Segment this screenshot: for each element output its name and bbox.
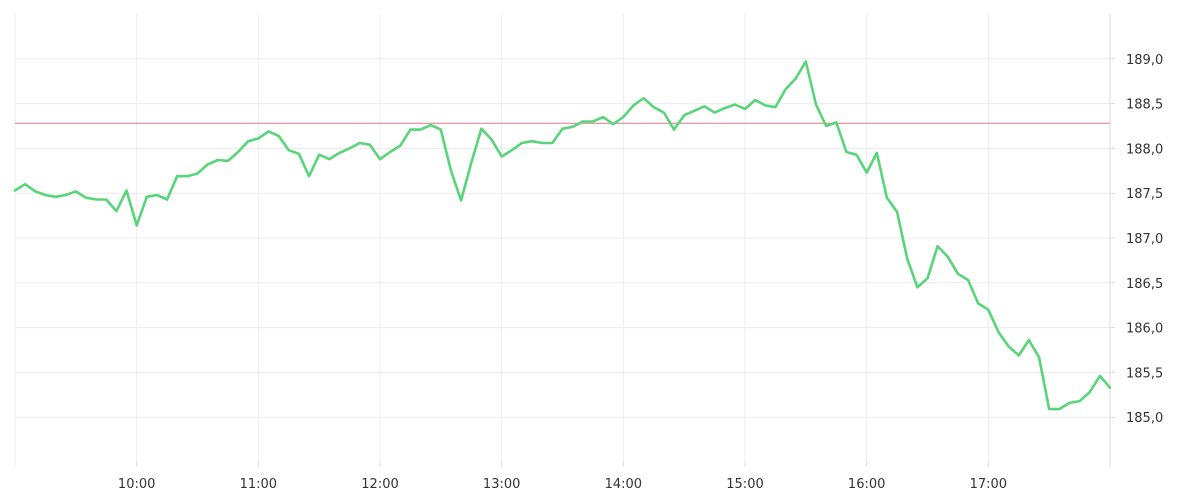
y-tick-label: 188,0 (1126, 142, 1163, 157)
grid (14, 14, 1110, 467)
x-tick-label: 14:00 (605, 477, 642, 492)
y-tick-label: 186,0 (1126, 322, 1163, 337)
y-tick-label: 188,5 (1126, 98, 1163, 113)
x-tick-label: 10:00 (118, 477, 155, 492)
y-tick-label: 185,5 (1126, 366, 1163, 381)
y-tick-labels: 185,0 185,5 186,0 186,5 187,0 187,5 188,0 188,5… (1126, 53, 1163, 426)
x-tick-label: 11:00 (240, 477, 277, 492)
y-tick-label: 187,5 (1126, 187, 1163, 202)
x-tick-label: 17:00 (970, 477, 1007, 492)
y-tick-label: 185,0 (1126, 411, 1163, 426)
x-tick-label: 15:00 (726, 477, 763, 492)
x-tick-label: 12:00 (361, 477, 398, 492)
y-tick-label: 189,0 (1126, 53, 1163, 68)
x-tick-label: 16:00 (848, 477, 885, 492)
y-tick-label: 186,5 (1126, 277, 1163, 292)
x-tick-label: 13:00 (483, 477, 520, 492)
x-tick-labels: 10:00 11:00 12:00 13:00 14:00 15:00 16:00 17:00 (118, 477, 1007, 492)
series-layer (13, 60, 1112, 411)
price-series-line (13, 60, 1112, 411)
y-tick-label: 187,0 (1126, 232, 1163, 247)
axes (136, 14, 1115, 467)
